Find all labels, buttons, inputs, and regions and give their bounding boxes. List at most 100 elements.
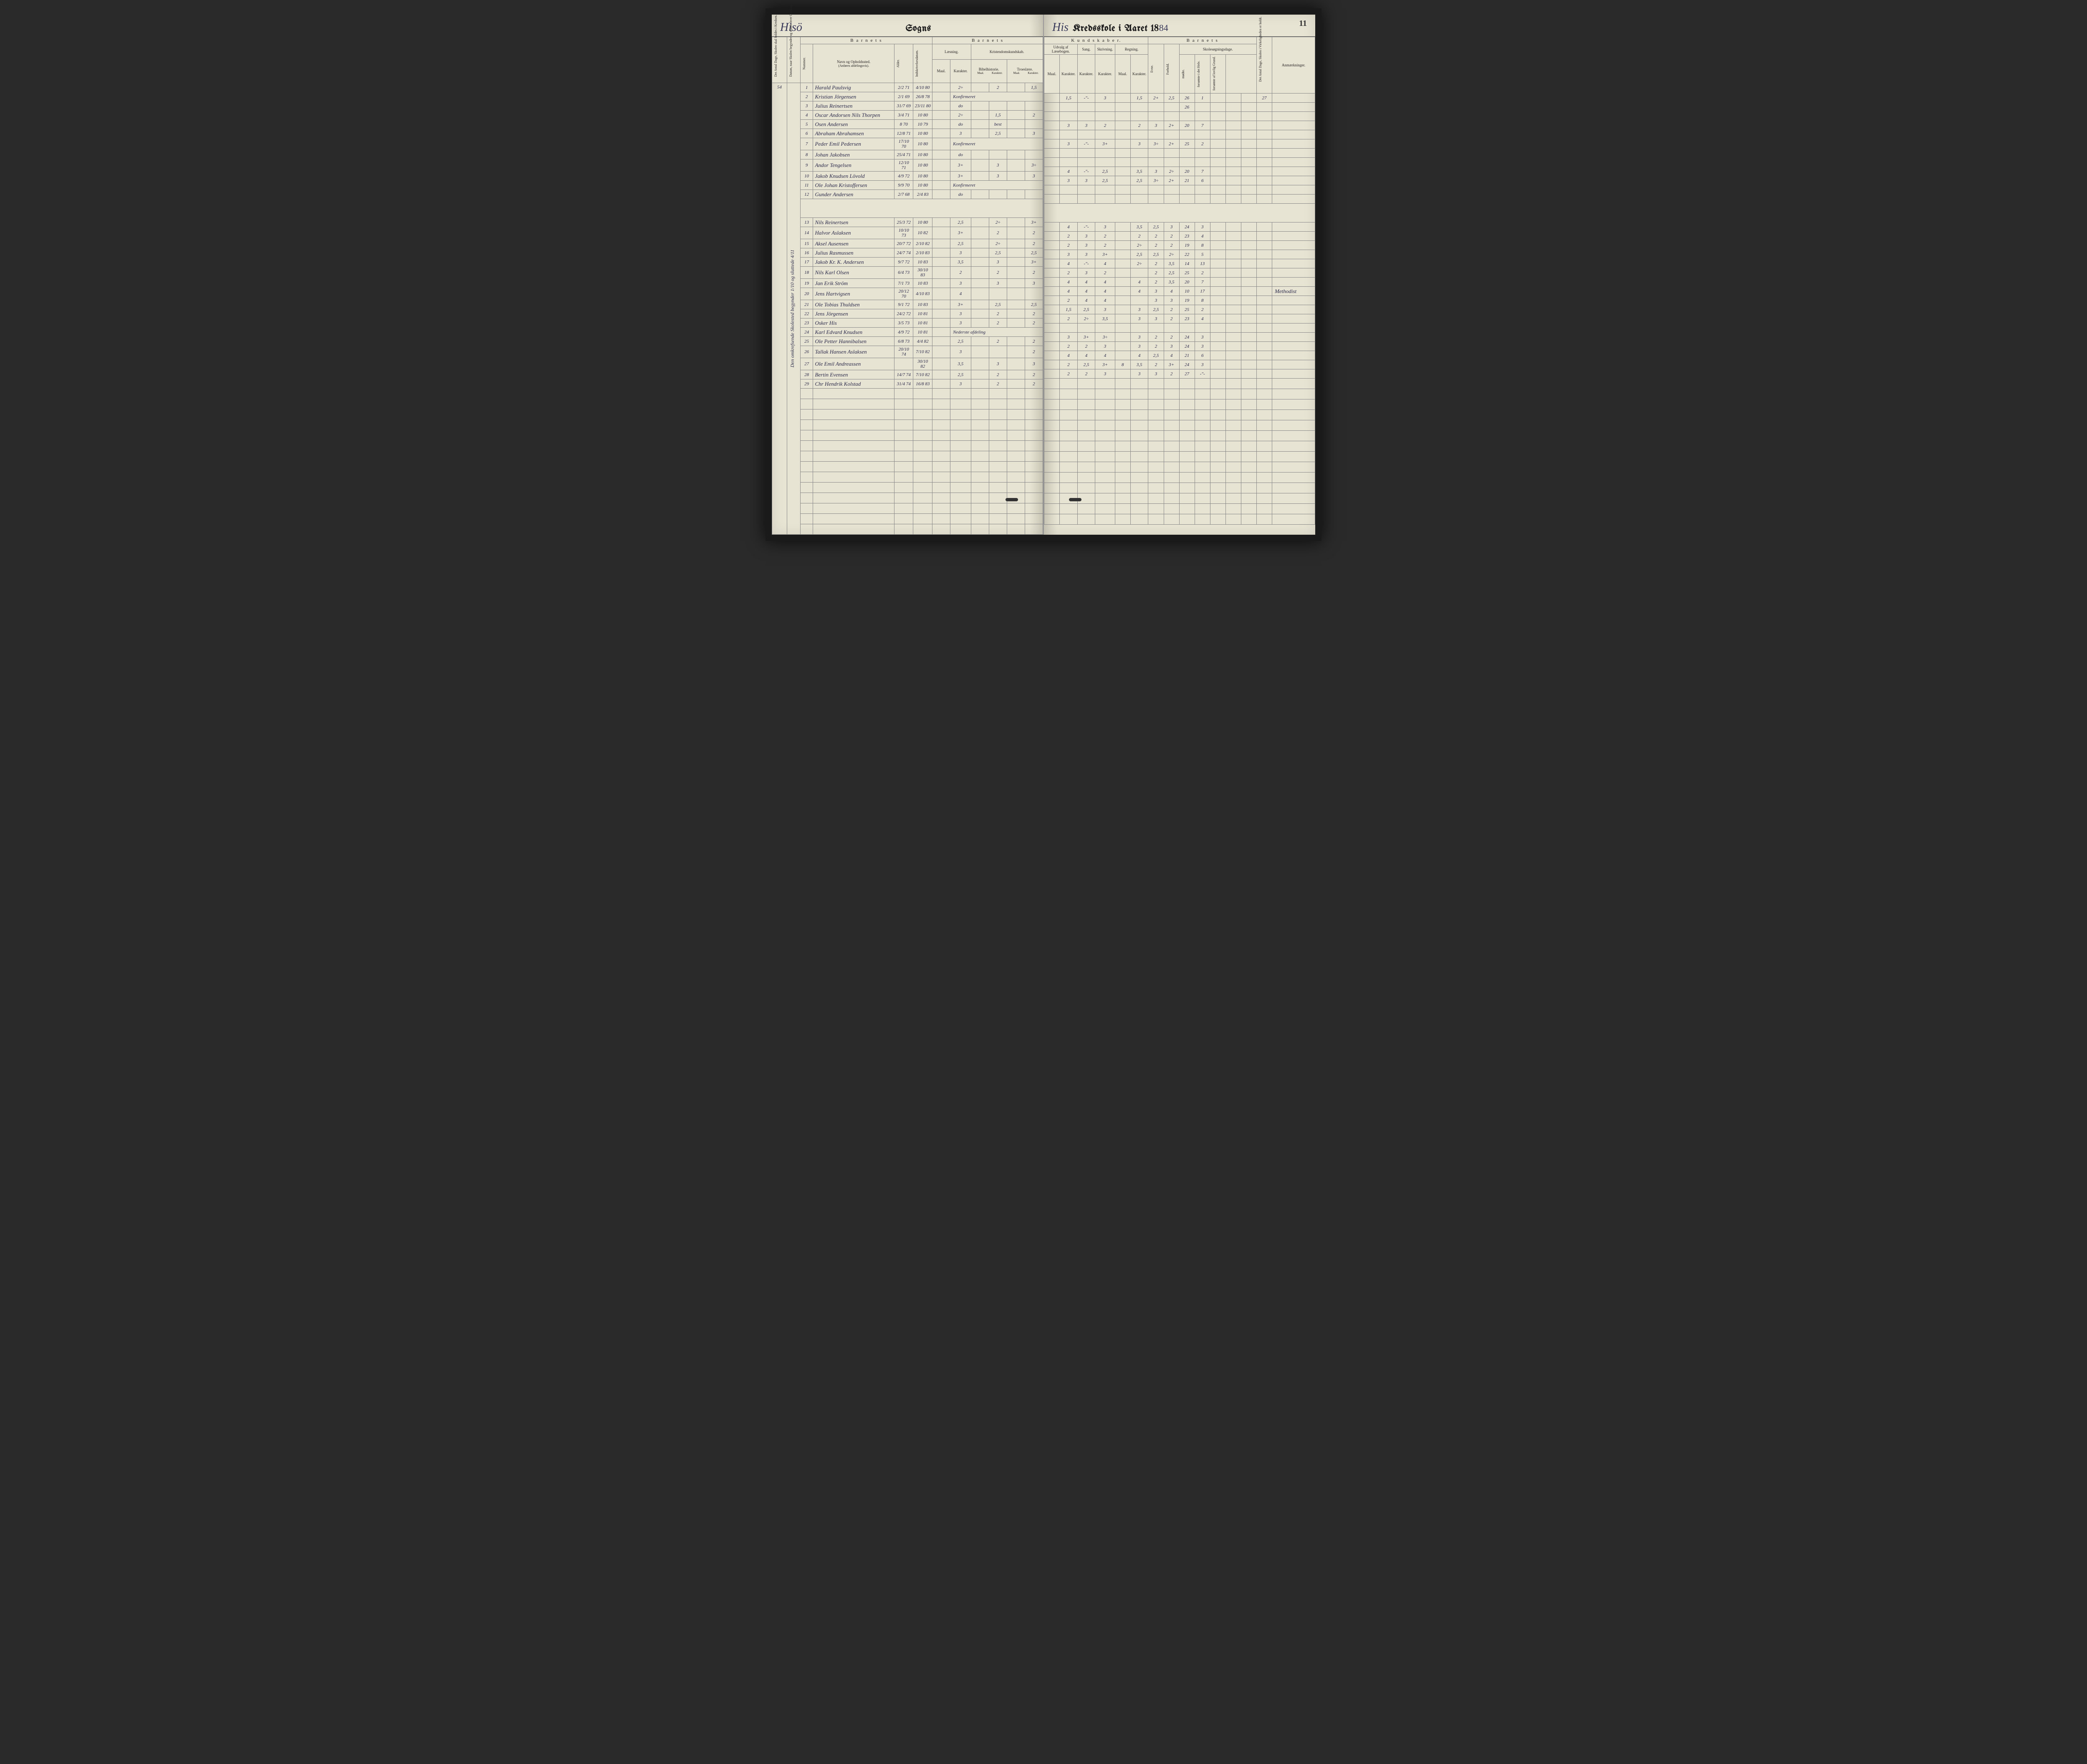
student-number: 12 xyxy=(800,190,813,199)
col-fors-lov: forsømte af lovlig Grund. xyxy=(1212,56,1216,92)
laes-maal xyxy=(932,279,950,288)
forhold: 3 xyxy=(1164,296,1179,305)
student-enroll: 10 80 xyxy=(913,159,932,172)
troes-maal xyxy=(1007,239,1025,248)
forhold xyxy=(1164,195,1179,204)
barnets-group-3: B a r n e t s xyxy=(1148,37,1257,44)
student-enroll: 4/4 82 xyxy=(913,337,932,346)
reg-kar: 3 xyxy=(1130,369,1148,379)
laes-maal xyxy=(932,379,950,389)
reg-kar xyxy=(1130,158,1148,167)
table-row: 2 2 3 3 3 2 27 -"- xyxy=(1044,369,1315,379)
bibel-maal xyxy=(971,159,989,172)
fors-hele: 7 xyxy=(1195,278,1210,287)
udvalg-maal xyxy=(1044,112,1060,121)
right-page: 11 His Kredsskole i Aaret 18 84 K u n d … xyxy=(1044,15,1315,535)
evne: 2 xyxy=(1148,268,1164,278)
total-days xyxy=(1257,222,1272,232)
student-enroll: 10 83 xyxy=(913,279,932,288)
laes-maal xyxy=(932,218,950,227)
troes-maal xyxy=(1007,172,1025,181)
student-birth: 6/8 73 xyxy=(894,337,913,346)
student-name: Jens Jörgensen xyxy=(813,309,894,318)
troes-maal xyxy=(1007,159,1025,172)
anmerk xyxy=(1272,314,1315,323)
bibel-maal xyxy=(971,279,989,288)
col-skriv-kar: Karakter. xyxy=(1095,55,1115,94)
reg-maal xyxy=(1115,185,1130,195)
page-number: 11 xyxy=(1299,19,1307,28)
anmerk xyxy=(1272,139,1315,149)
table-row: 3 -"- 3+ 3 3÷ 2+ 25 2 xyxy=(1044,139,1315,149)
student-birth: 14/7 74 xyxy=(894,370,913,379)
fors-lov xyxy=(1210,185,1225,195)
evne: 2 xyxy=(1148,342,1164,351)
skriv-kar: 3 xyxy=(1095,222,1115,232)
laes-kar: 3+ xyxy=(950,227,971,239)
student-enroll: 10 80 xyxy=(913,181,932,190)
student-birth: 24/7 74 xyxy=(894,248,913,258)
reg-kar: 2,5 xyxy=(1130,176,1148,185)
udvalg-maal xyxy=(1044,250,1060,259)
reg-maal xyxy=(1115,250,1130,259)
student-name: Osen Andersen xyxy=(813,120,894,129)
empty-row xyxy=(1044,483,1315,493)
evne xyxy=(1148,149,1164,158)
troes-kar: 2,5 xyxy=(1025,300,1043,309)
table-row: 15 Aksel Ausensen 20/7 72 2/10 82 2,5 2÷… xyxy=(772,239,1043,248)
udvalg-maal xyxy=(1044,296,1060,305)
student-birth xyxy=(894,358,913,370)
fors-lov xyxy=(1210,241,1225,250)
laes-kar: Konfirmeret xyxy=(950,92,1043,101)
reg-maal xyxy=(1115,94,1130,103)
blank2 xyxy=(1241,176,1256,185)
laes-maal xyxy=(932,318,950,328)
kreds-label: Kredsskole i Aaret 18 xyxy=(1073,24,1159,33)
student-name: Jan Erik Ström xyxy=(813,279,894,288)
student-name: Peder Emil Pedersen xyxy=(813,138,894,150)
student-enroll: 10 79 xyxy=(913,120,932,129)
student-birth: 25/3 72 xyxy=(894,218,913,227)
sang-kar: -"- xyxy=(1077,94,1095,103)
troes-maal xyxy=(1007,101,1025,111)
student-enroll: 10 83 xyxy=(913,300,932,309)
skriv-kar xyxy=(1095,185,1115,195)
blank2 xyxy=(1241,139,1256,149)
blank1 xyxy=(1225,121,1241,130)
bibel-maal xyxy=(971,370,989,379)
udvalg-maal xyxy=(1044,369,1060,379)
laes-kar: 3 xyxy=(950,129,971,138)
troes-maal xyxy=(1007,309,1025,318)
reg-kar: 2÷ xyxy=(1130,259,1148,268)
blank1 xyxy=(1225,103,1241,112)
binding-hole xyxy=(1069,498,1081,501)
col-indskriv: Indskrivelsesdatum. xyxy=(915,45,919,82)
sang-kar: 4 xyxy=(1077,278,1095,287)
student-enroll: 10 82 xyxy=(913,227,932,239)
margin-datum: Den omkrefsende Skolested begynder 1/10 … xyxy=(787,83,800,535)
laes-maal xyxy=(932,358,950,370)
blank1 xyxy=(1225,176,1241,185)
student-birth: 31/7 69 xyxy=(894,101,913,111)
reg-maal xyxy=(1115,222,1130,232)
fors-hele xyxy=(1195,149,1210,158)
laes-maal xyxy=(932,92,950,101)
blank1 xyxy=(1225,195,1241,204)
skriv-kar: 3+ xyxy=(1095,139,1115,149)
reg-maal xyxy=(1115,268,1130,278)
blank2 xyxy=(1241,323,1256,333)
table-row: 11 Ole Johan Kristoffersen 9/9 70 10 80 … xyxy=(772,181,1043,190)
col-modte: mødte. xyxy=(1181,56,1185,92)
laes-maal xyxy=(932,227,950,239)
bibel-maal xyxy=(971,120,989,129)
table-row: 20 Jens Hartvigsen 20/12 70 4/10 83 4 xyxy=(772,288,1043,300)
table-row: 21 Ole Tobias Thuldsen 9/1 72 10 83 3+ 2… xyxy=(772,300,1043,309)
blank1 xyxy=(1225,158,1241,167)
laes-maal xyxy=(932,172,950,181)
udvalg-kar: 4 xyxy=(1060,287,1078,296)
total-days: 27 xyxy=(1257,94,1272,103)
anmerk xyxy=(1272,167,1315,176)
troes-kar: 2 xyxy=(1025,318,1043,328)
student-enroll: 7/10 82 xyxy=(913,370,932,379)
student-birth: 17/10 70 xyxy=(894,138,913,150)
